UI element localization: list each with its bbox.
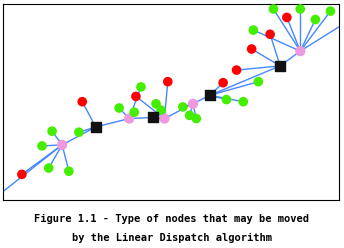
Point xyxy=(76,130,82,134)
Point xyxy=(127,117,132,121)
Point xyxy=(194,117,199,121)
Point xyxy=(153,102,159,106)
Point xyxy=(234,68,239,72)
Point xyxy=(46,166,52,170)
Point xyxy=(79,100,85,104)
Point xyxy=(150,116,155,120)
Point xyxy=(271,7,276,11)
Point xyxy=(298,49,303,53)
Point xyxy=(298,7,303,11)
Point xyxy=(93,125,98,129)
Point xyxy=(267,32,273,36)
Point xyxy=(284,15,290,19)
Point xyxy=(224,98,229,102)
Point xyxy=(158,108,164,112)
Point xyxy=(256,80,261,84)
Point xyxy=(249,47,254,51)
Point xyxy=(66,169,72,173)
Text: Figure 1.1 - Type of nodes that may be moved: Figure 1.1 - Type of nodes that may be m… xyxy=(34,215,310,224)
Point xyxy=(116,106,122,110)
Point xyxy=(162,117,167,121)
Point xyxy=(187,113,192,117)
Point xyxy=(277,64,283,68)
Text: by the Linear Dispatch algorithm: by the Linear Dispatch algorithm xyxy=(72,233,272,243)
Point xyxy=(180,105,186,109)
Point xyxy=(39,144,45,148)
Point xyxy=(221,81,226,85)
Point xyxy=(19,172,25,176)
Point xyxy=(49,129,55,133)
Point xyxy=(165,80,171,84)
Point xyxy=(313,18,318,22)
Point xyxy=(240,100,246,104)
Point xyxy=(328,9,333,13)
Point xyxy=(138,85,144,89)
Point xyxy=(250,28,256,32)
Point xyxy=(207,93,213,97)
Point xyxy=(60,143,65,147)
Point xyxy=(131,110,137,114)
Point xyxy=(190,102,196,106)
Point xyxy=(133,94,139,98)
